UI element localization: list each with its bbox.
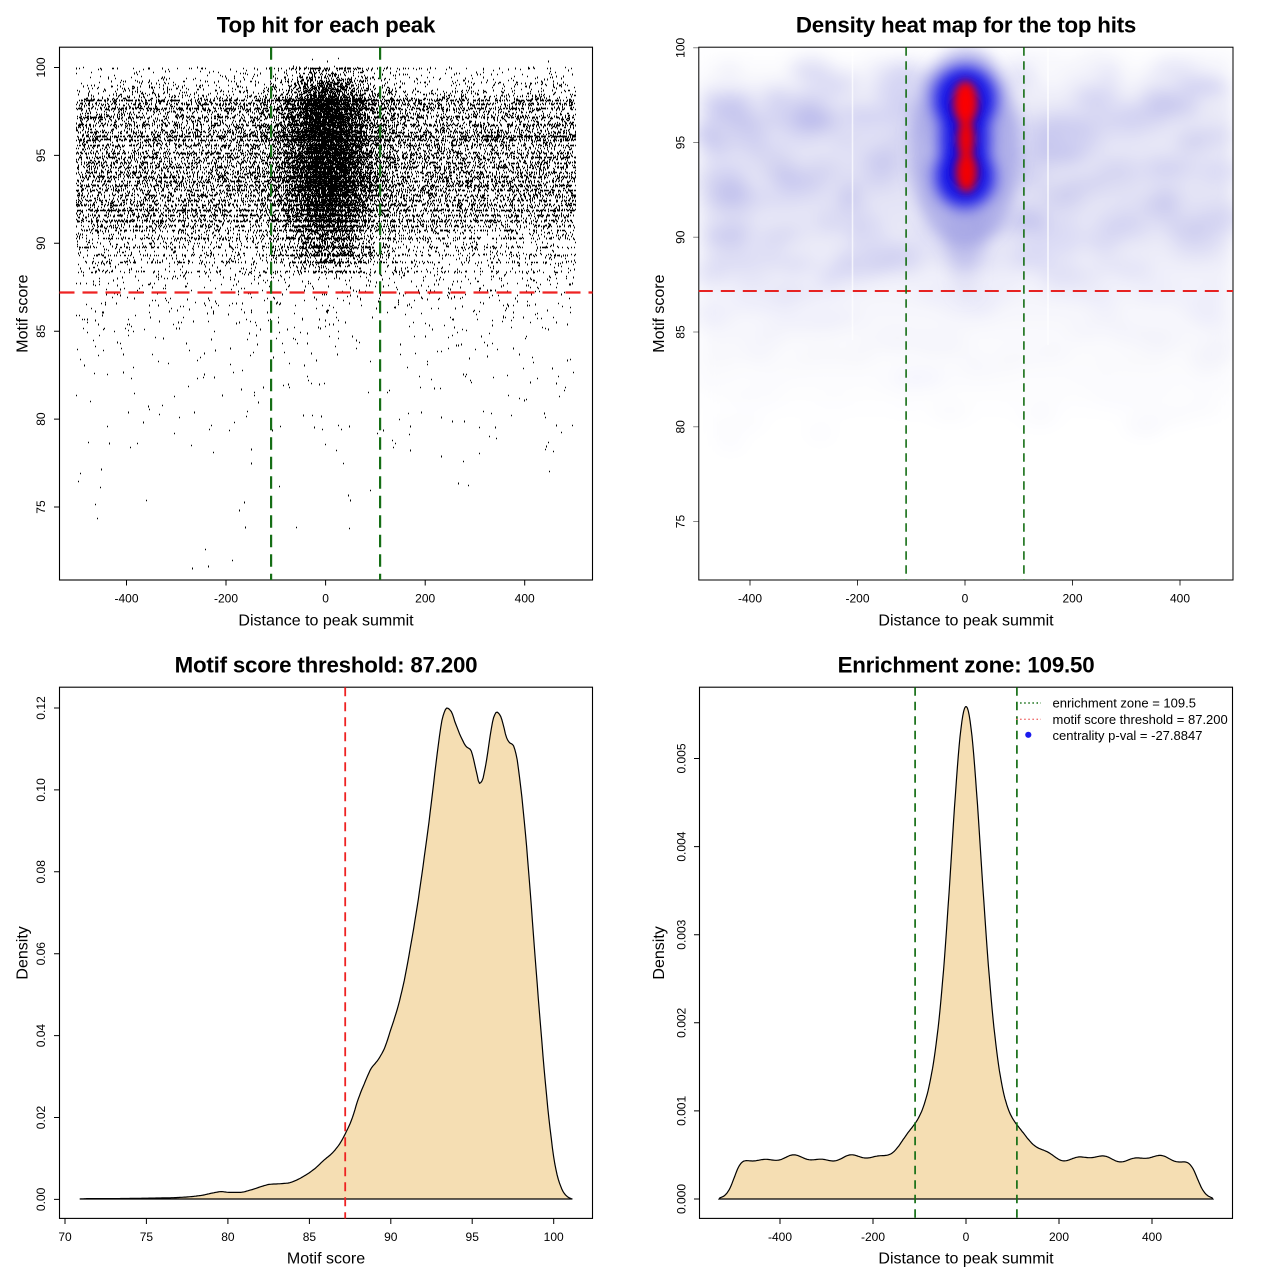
svg-text:85: 85 (34, 324, 48, 338)
svg-text:0.08: 0.08 (34, 860, 48, 884)
svg-text:Density: Density (651, 926, 668, 979)
svg-text:95: 95 (34, 148, 48, 162)
svg-text:0.003: 0.003 (675, 919, 689, 949)
svg-text:Distance to peak summit: Distance to peak summit (878, 1251, 1054, 1268)
svg-text:0.00: 0.00 (34, 1187, 48, 1211)
svg-text:80: 80 (221, 1230, 235, 1244)
svg-text:enrichment zone = 109.5: enrichment zone = 109.5 (1053, 696, 1196, 711)
svg-text:95: 95 (674, 136, 688, 150)
svg-text:70: 70 (58, 1230, 72, 1244)
svg-text:90: 90 (34, 236, 48, 250)
svg-text:Motif score: Motif score (15, 274, 32, 352)
svg-text:Motif score: Motif score (651, 274, 668, 352)
svg-text:75: 75 (34, 500, 48, 514)
svg-text:100: 100 (544, 1230, 564, 1244)
svg-text:0.004: 0.004 (675, 831, 689, 861)
svg-text:0.001: 0.001 (675, 1096, 689, 1126)
svg-text:400: 400 (1170, 592, 1190, 606)
svg-text:Top hit for each peak: Top hit for each peak (217, 13, 436, 38)
svg-text:0.12: 0.12 (34, 696, 48, 720)
svg-text:400: 400 (1142, 1230, 1162, 1244)
svg-text:-200: -200 (214, 592, 238, 606)
svg-text:75: 75 (674, 515, 688, 529)
svg-text:0.04: 0.04 (34, 1024, 48, 1048)
svg-text:100: 100 (674, 37, 688, 57)
svg-text:-400: -400 (114, 592, 138, 606)
svg-text:centrality p-val = -27.8847: centrality p-val = -27.8847 (1053, 728, 1203, 743)
svg-text:80: 80 (34, 412, 48, 426)
svg-text:0.000: 0.000 (675, 1184, 689, 1214)
svg-text:Distance to peak summit: Distance to peak summit (238, 613, 414, 630)
svg-text:Distance to peak summit: Distance to peak summit (878, 613, 1054, 630)
svg-text:Enrichment zone: 109.50: Enrichment zone: 109.50 (838, 653, 1095, 678)
svg-text:0.002: 0.002 (675, 1007, 689, 1037)
svg-text:Density heat map for the top h: Density heat map for the top hits (796, 13, 1136, 38)
svg-text:85: 85 (674, 325, 688, 339)
svg-text:200: 200 (1049, 1230, 1069, 1244)
svg-text:-400: -400 (768, 1230, 792, 1244)
svg-text:0.10: 0.10 (34, 778, 48, 802)
svg-text:0: 0 (963, 1230, 970, 1244)
svg-text:200: 200 (415, 592, 435, 606)
svg-text:-200: -200 (861, 1230, 885, 1244)
svg-text:0.06: 0.06 (34, 942, 48, 966)
svg-text:Motif score: Motif score (287, 1251, 365, 1268)
svg-text:motif score threshold = 87.200: motif score threshold = 87.200 (1053, 712, 1228, 727)
svg-text:80: 80 (674, 420, 688, 434)
svg-text:-400: -400 (738, 592, 762, 606)
svg-text:75: 75 (140, 1230, 154, 1244)
svg-text:100: 100 (34, 57, 48, 77)
svg-text:95: 95 (466, 1230, 480, 1244)
svg-text:90: 90 (384, 1230, 398, 1244)
svg-text:0.005: 0.005 (675, 743, 689, 773)
svg-text:-200: -200 (845, 592, 869, 606)
svg-text:0: 0 (322, 592, 329, 606)
svg-text:90: 90 (674, 230, 688, 244)
svg-text:85: 85 (303, 1230, 317, 1244)
svg-text:0: 0 (962, 592, 969, 606)
svg-text:200: 200 (1062, 592, 1082, 606)
svg-text:Density: Density (15, 926, 32, 979)
svg-text:400: 400 (515, 592, 535, 606)
svg-text:0.02: 0.02 (34, 1105, 48, 1129)
svg-text:Motif score threshold: 87.200: Motif score threshold: 87.200 (175, 653, 478, 678)
